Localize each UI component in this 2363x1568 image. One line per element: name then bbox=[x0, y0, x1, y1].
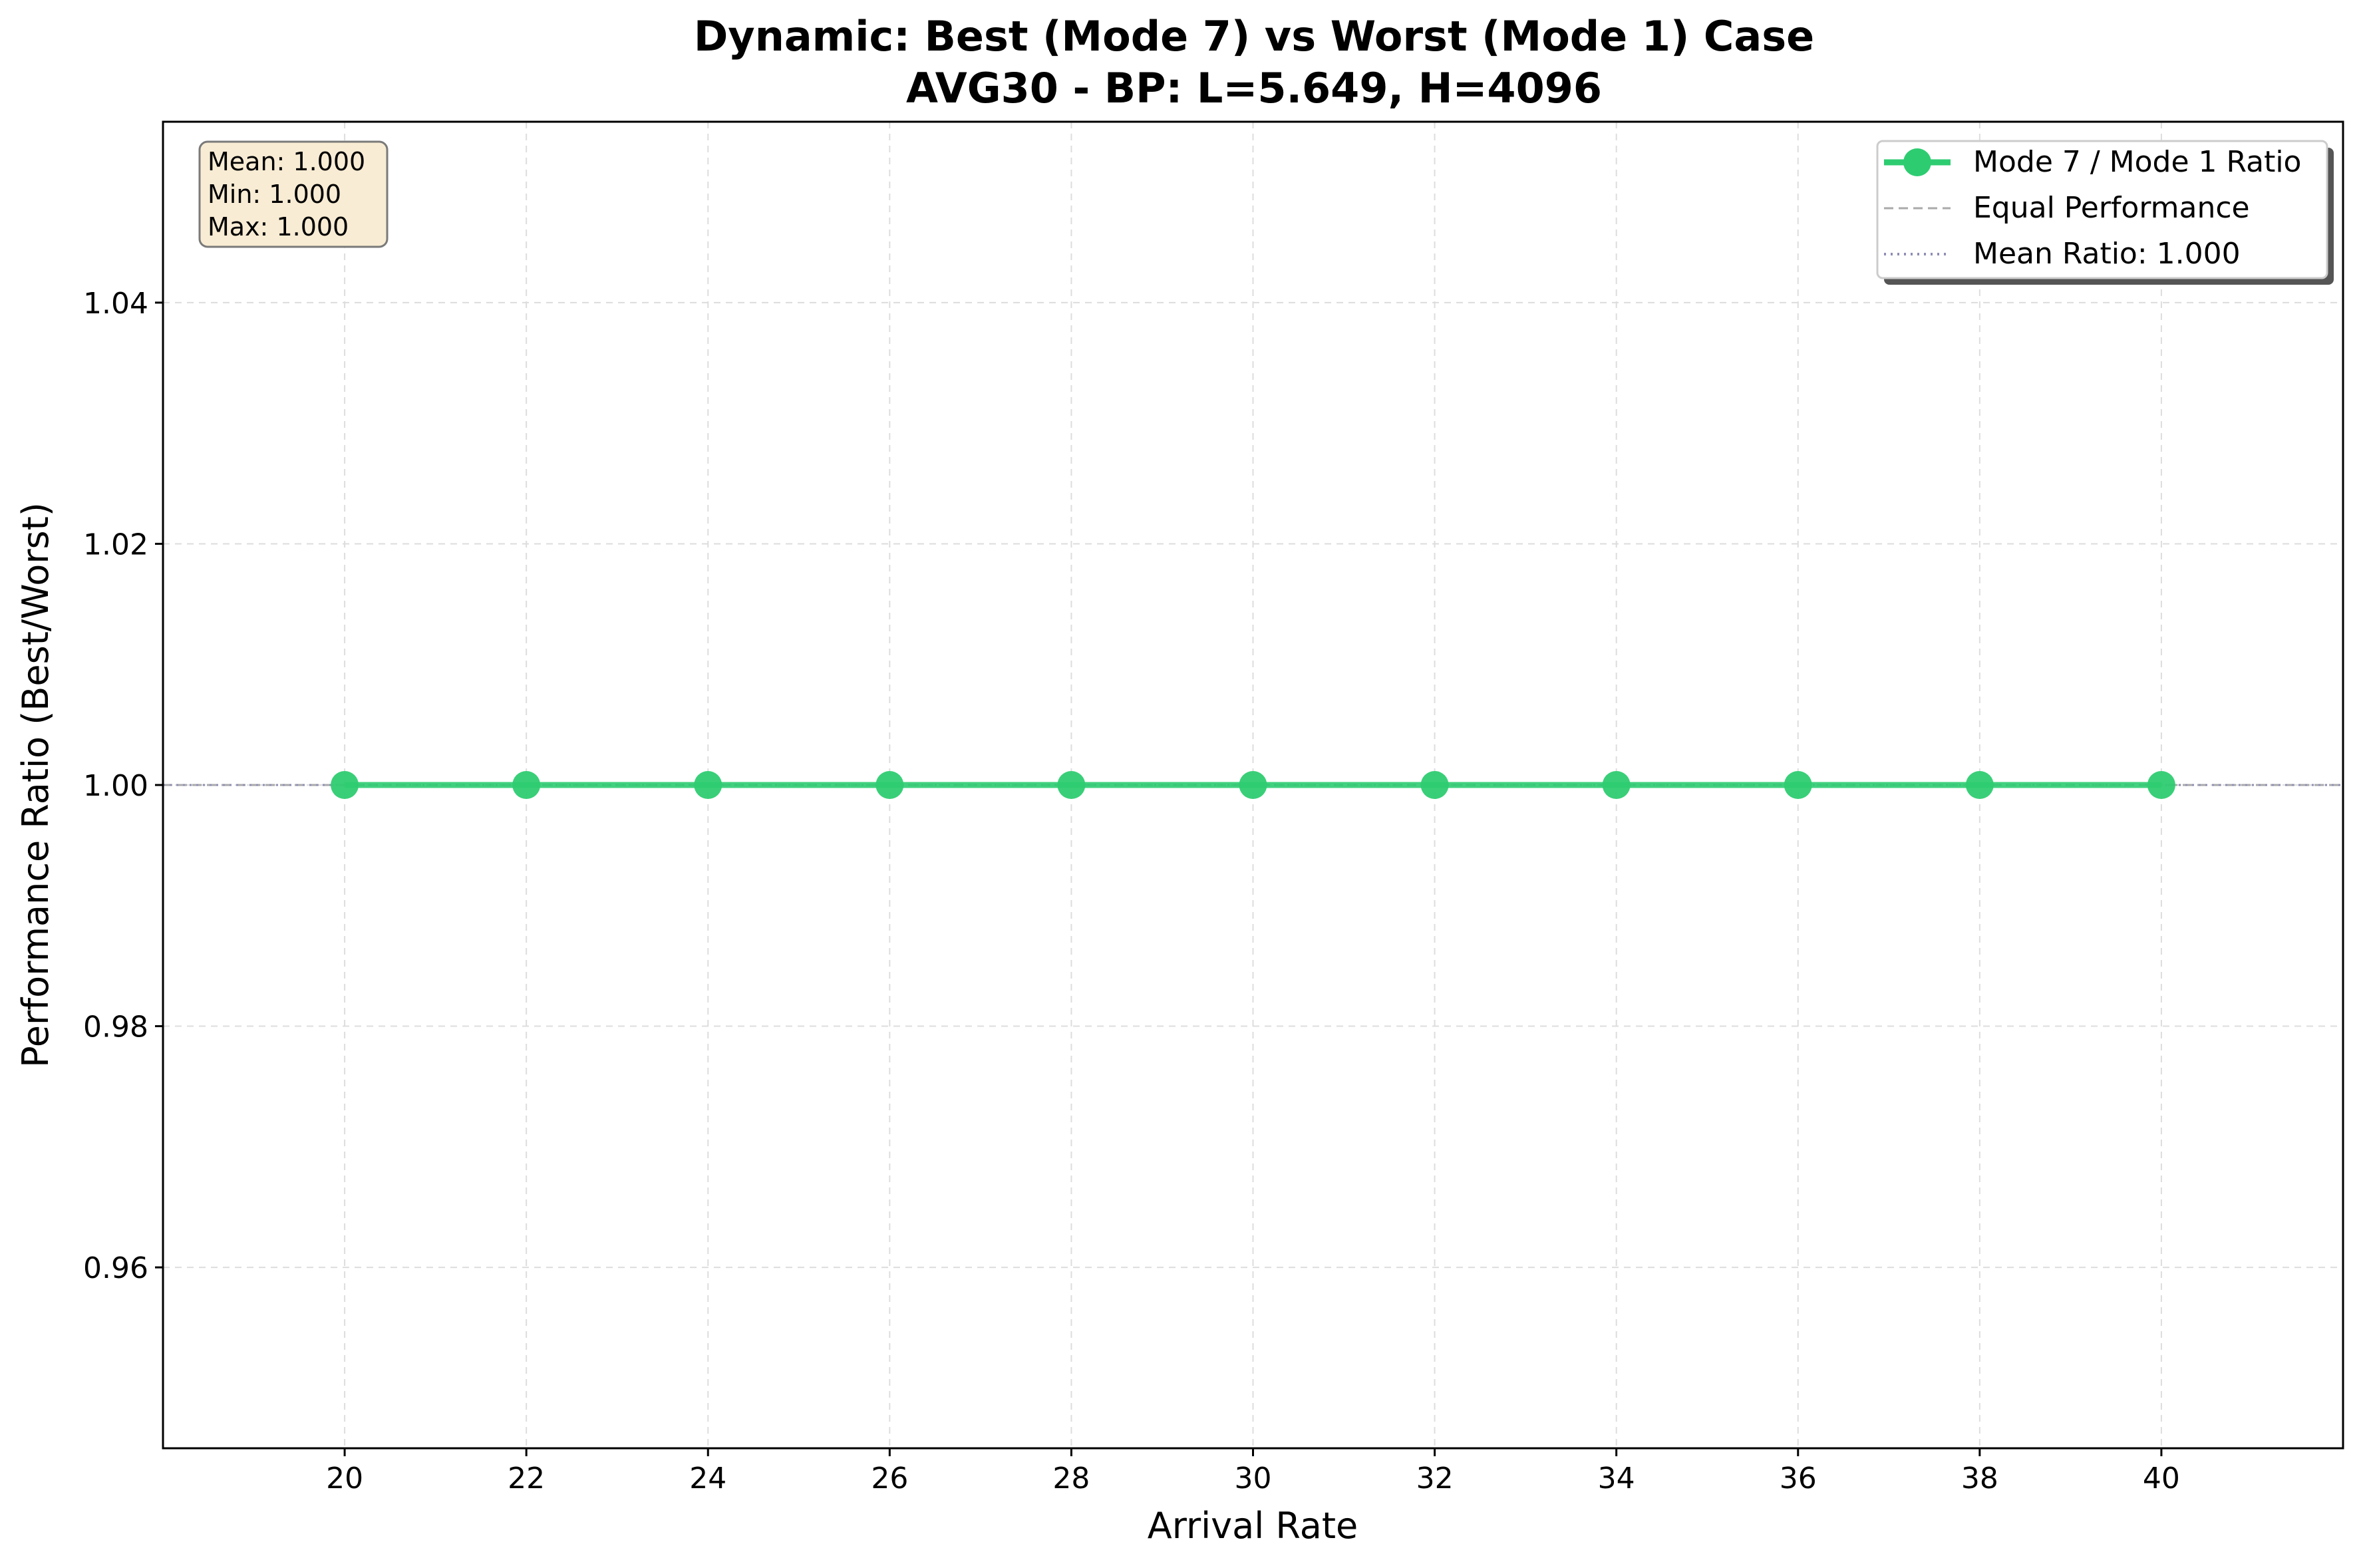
legend-label-series: Mode 7 / Mode 1 Ratio bbox=[1973, 145, 2301, 179]
data-point-marker bbox=[331, 771, 359, 799]
x-tick-label: 30 bbox=[1235, 1462, 1272, 1495]
stats-max: Max: 1.000 bbox=[208, 212, 349, 241]
chart-title: Dynamic: Best (Mode 7) vs Worst (Mode 1)… bbox=[694, 12, 1814, 61]
data-point-marker bbox=[512, 771, 541, 799]
x-tick-label: 32 bbox=[1416, 1462, 1454, 1495]
y-tick-label: 0.96 bbox=[83, 1251, 148, 1285]
x-tick-label: 38 bbox=[1961, 1462, 1998, 1495]
data-point-marker bbox=[694, 771, 722, 799]
data-point-marker bbox=[1239, 771, 1267, 799]
y-tick-label: 1.04 bbox=[83, 287, 148, 321]
y-tick-label: 0.98 bbox=[83, 1011, 148, 1044]
stats-min: Min: 1.000 bbox=[208, 180, 341, 209]
x-tick-label: 26 bbox=[871, 1462, 908, 1495]
y-axis-ticks: 0.96 0.98 1.00 1.02 1.04 bbox=[83, 287, 163, 1285]
legend-series-marker bbox=[1903, 148, 1931, 176]
data-series bbox=[331, 771, 2175, 799]
x-axis-label: Arrival Rate bbox=[1148, 1505, 1358, 1547]
legend: Mode 7 / Mode 1 Ratio Equal Performance … bbox=[1876, 140, 2334, 285]
data-point-marker bbox=[1784, 771, 1812, 799]
y-axis-label: Performance Ratio (Best/Worst) bbox=[15, 502, 57, 1068]
x-tick-label: 28 bbox=[1052, 1462, 1090, 1495]
data-point-marker bbox=[1420, 771, 1449, 799]
x-tick-label: 40 bbox=[2143, 1462, 2180, 1495]
legend-frame bbox=[1876, 140, 2328, 279]
x-tick-label: 36 bbox=[1780, 1462, 1817, 1495]
chart-subtitle: AVG30 - BP: L=5.649, H=4096 bbox=[906, 64, 1602, 112]
y-tick-label: 1.00 bbox=[83, 769, 148, 803]
x-tick-label: 24 bbox=[689, 1462, 726, 1495]
data-point-marker bbox=[1057, 771, 1086, 799]
data-point-marker bbox=[1602, 771, 1631, 799]
x-tick-label: 20 bbox=[326, 1462, 363, 1495]
legend-label-equal: Equal Performance bbox=[1973, 191, 2250, 225]
data-point-marker bbox=[2147, 771, 2175, 799]
x-tick-label: 34 bbox=[1598, 1462, 1635, 1495]
stats-box: Mean: 1.000 Min: 1.000 Max: 1.000 bbox=[198, 140, 389, 248]
stats-box-background bbox=[198, 140, 389, 248]
x-tick-label: 22 bbox=[508, 1462, 545, 1495]
legend-label-mean: Mean Ratio: 1.000 bbox=[1973, 237, 2241, 271]
x-axis-ticks: 20 22 24 26 28 30 32 34 36 38 40 bbox=[326, 1448, 2180, 1495]
data-point-marker bbox=[1965, 771, 1994, 799]
y-tick-label: 1.02 bbox=[83, 528, 148, 561]
stats-mean: Mean: 1.000 bbox=[208, 147, 365, 176]
data-point-marker bbox=[875, 771, 904, 799]
